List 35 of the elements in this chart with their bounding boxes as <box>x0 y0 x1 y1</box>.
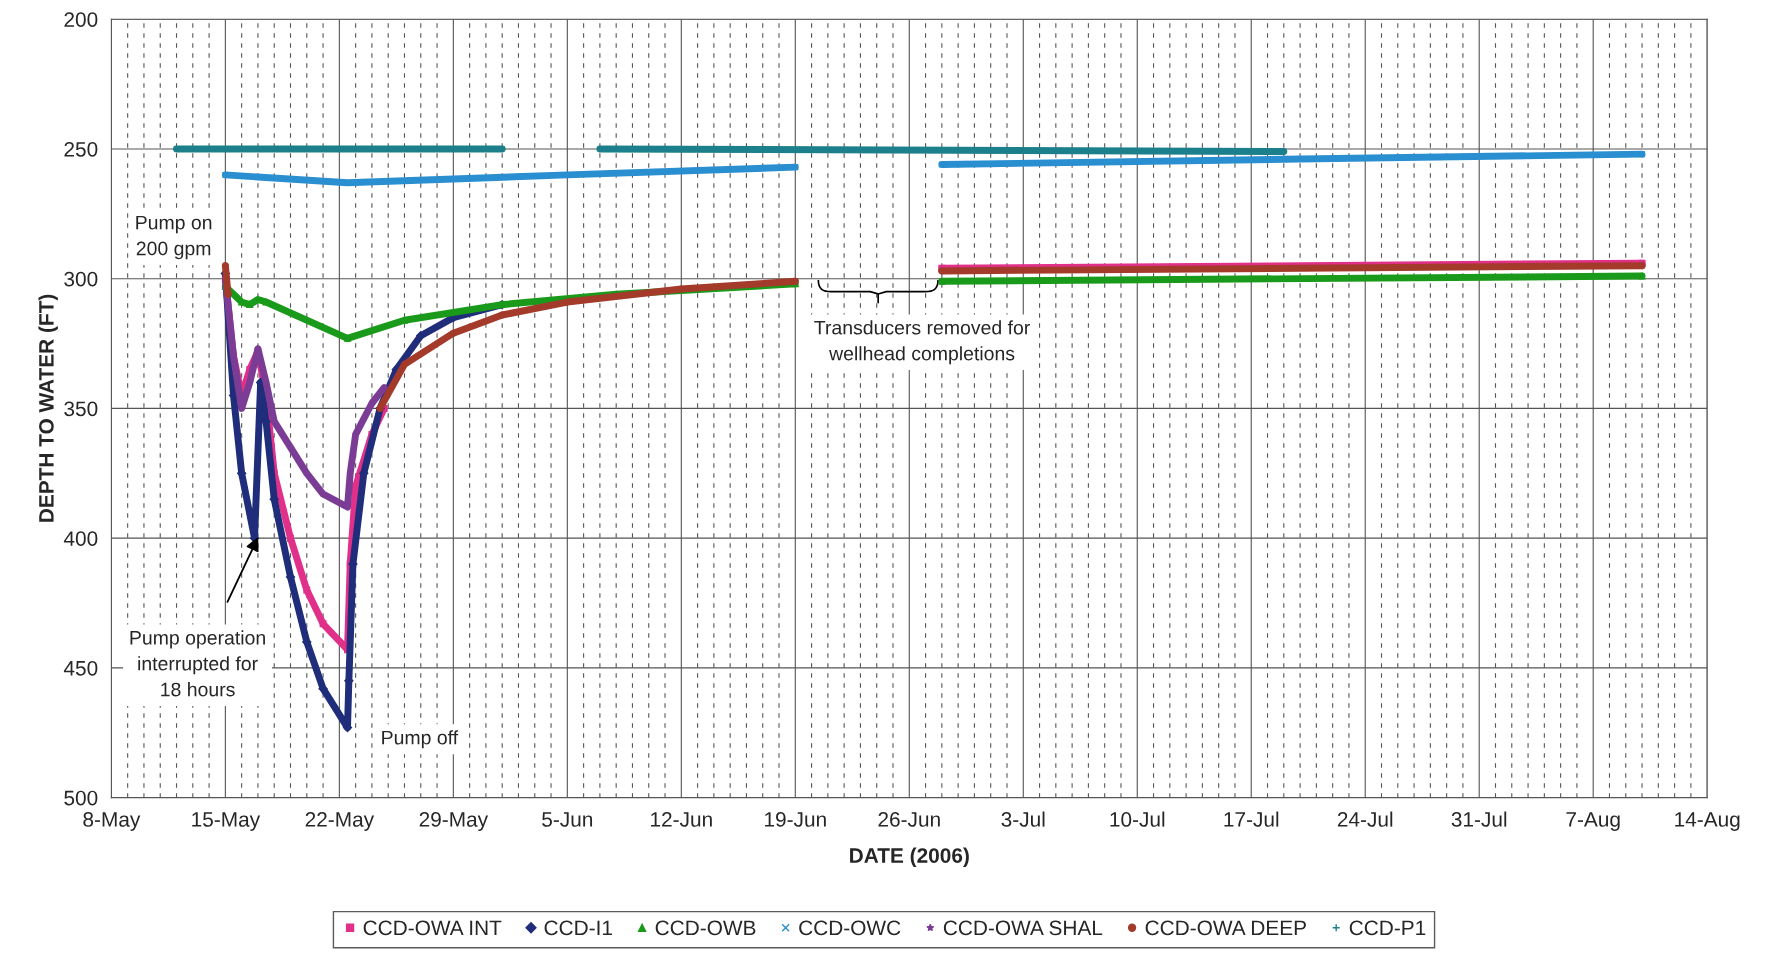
annotation: Pump operation interrupted for 18 hours <box>130 630 265 697</box>
y-tick-label: 450 <box>63 660 98 676</box>
x-tick-label: 5-Jun <box>542 812 593 827</box>
legend-label: CCD-P1 <box>1349 920 1426 936</box>
y-tick-label: 400 <box>63 531 98 546</box>
annotation: Pump on 200 gpm <box>136 215 212 260</box>
x-tick-label: 17-Jul <box>1224 811 1279 827</box>
legend-label: CCD-OWA SHAL <box>943 920 1103 936</box>
legend-label: CCD-OWA DEEP <box>1145 920 1306 936</box>
y-tick-label: 300 <box>64 271 98 287</box>
x-tick-label: 10-Jul <box>1110 811 1165 827</box>
y-tick-label: 350 <box>64 401 98 417</box>
x-axis-title: DATE (2006) <box>850 847 969 868</box>
x-tick-label: 15-May <box>192 812 261 831</box>
x-tick-label: 7-Aug <box>1566 812 1620 831</box>
x-tick-label: 8-May <box>83 812 141 831</box>
legend-label: CCD-OWB <box>655 920 756 936</box>
x-tick-label: 12-Jun <box>651 812 712 827</box>
x-tick-label: 22-May <box>305 812 375 831</box>
x-tick-label: 24-Jul <box>1337 811 1393 827</box>
y-tick-label: 250 <box>64 141 98 157</box>
legend-label: CCD-OWC <box>799 920 901 936</box>
y-axis-title: DEPTH TO WATER (FT) <box>38 294 58 522</box>
legend-label: CCD-OWA INT <box>363 920 502 936</box>
x-tick-label: 31-Jul <box>1451 811 1507 827</box>
x-tick-label: 3-Jul <box>1001 811 1045 827</box>
x-tick-label: 14-Aug <box>1675 812 1740 831</box>
x-tick-label: 19-Jun <box>765 812 826 827</box>
annotation: Pump off <box>382 730 459 749</box>
x-tick-label: 29-May <box>419 812 489 831</box>
y-tick-label: 500 <box>64 790 98 806</box>
x-tick-label: 26-Jun <box>878 812 940 827</box>
annotation: Transducers removed for wellhead completions <box>814 320 1030 365</box>
y-tick-label: 200 <box>64 12 98 27</box>
legend-label: CCD-I1 <box>544 920 612 936</box>
